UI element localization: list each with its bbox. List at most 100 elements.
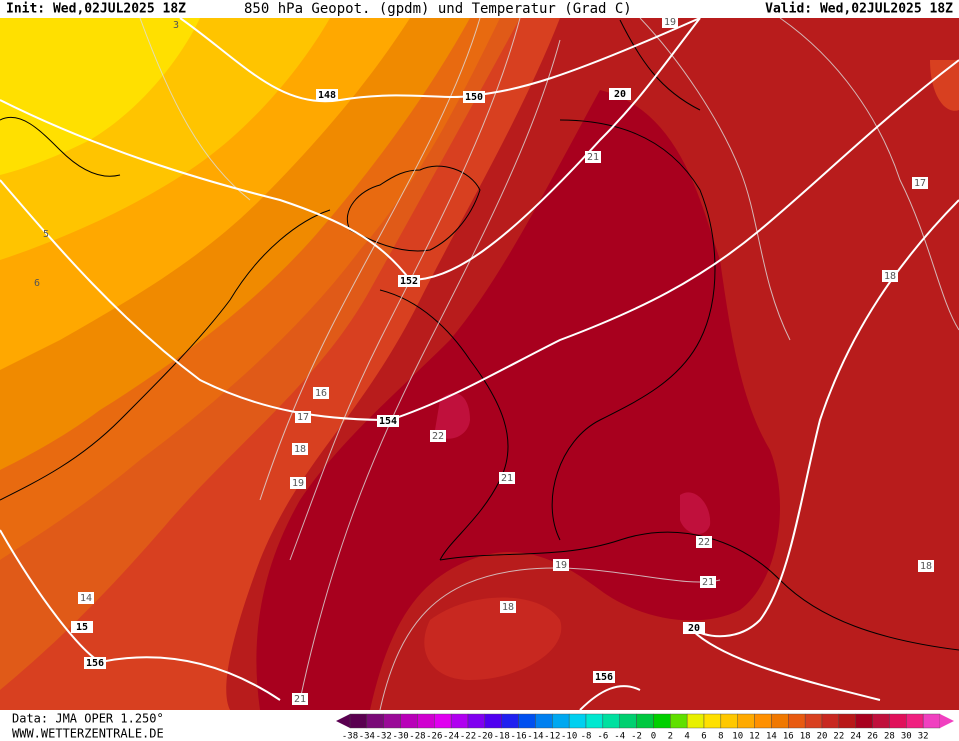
legend-label: 32 [918,732,929,741]
isotherm-label: 21 [702,577,714,588]
legend-swatch [552,713,570,729]
label-box [593,671,615,683]
legend-label: -12 [544,732,560,741]
legend-swatch [636,713,654,729]
legend-label: -8 [581,732,592,741]
data-source: Data: JMA OPER 1.250° [12,712,164,726]
isotherm-label: 17 [297,412,309,423]
legend-swatch [568,713,587,729]
isotherm-label: 19 [664,17,676,28]
label-box [700,576,716,588]
label-box [292,693,308,705]
label-box [313,387,329,399]
color-legend: -38 -34 -32 -30 -28 -26 -24 -22 -20 -18 -16 -14 -12-… [336,713,954,741]
label-box [882,270,898,282]
label-box [918,560,934,572]
legend-label: 18 [800,732,811,741]
label-box [696,536,712,548]
isotherm-label: 21 [587,152,599,163]
label-box [500,601,516,613]
legend-label: 26 [867,732,878,741]
legend-swatch [535,713,553,729]
legend-label: -28 [409,732,425,741]
legend-swatch [922,713,941,729]
isohypse-label: 154 [379,416,397,427]
isotherm-label: 21 [501,473,513,484]
legend-label: 0 [651,732,656,741]
legend-label: 20 [817,732,828,741]
legend-swatch [400,713,418,729]
legend-swatch [889,713,907,729]
isotherm-label: 18 [884,271,896,282]
isotherm-label: 3 [173,20,179,31]
hot-patch [680,492,711,535]
label-box [912,177,928,189]
band-4 [0,18,200,175]
website: WWW.WETTERZENTRALE.DE [12,727,164,741]
legend-swatch [434,713,452,729]
isotherm-label: 5 [43,229,49,240]
legend-swatch [754,713,772,729]
legend-swatch [585,713,604,729]
isohypse-label: 156 [86,658,104,669]
legend-swatch [501,713,519,729]
legend-swatch [686,713,705,729]
hot-patch [435,392,470,439]
isohypse-label: 20 [688,623,700,634]
label-box [78,592,94,604]
init-time: Init: Wed,02JUL2025 18Z [6,2,186,17]
label-box [499,472,515,484]
legend-swatch [467,713,486,729]
isohypse-label: 148 [318,90,336,101]
legend-label: -4 [614,732,625,741]
legend-swatch [366,713,384,729]
legend-label: -38 [342,732,358,741]
isohypse-label: 150 [465,92,483,103]
legend-label: -24 [443,732,459,741]
label-box [316,89,338,101]
cool-patch [424,597,562,680]
legend-swatch [788,713,806,729]
legend-swatch [602,713,620,729]
legend-label: 4 [684,732,689,741]
label-box [683,622,705,634]
legend-label: -18 [494,732,510,741]
legend-swatch [383,713,401,729]
legend-label: 12 [749,732,760,741]
legend-swatch [838,713,856,729]
legend-label: -22 [460,732,476,741]
isotherm-label: 18 [920,561,932,572]
legend-swatch [518,713,536,729]
legend-label: 6 [701,732,706,741]
legend-swatch [855,713,873,729]
isotherm-label: 17 [914,178,926,189]
isohypse-label: 20 [614,89,626,100]
legend-label: 14 [766,732,777,741]
legend-label: -2 [631,732,642,741]
label-box [295,411,311,423]
label-box [292,443,308,455]
label-box [430,430,446,442]
legend-swatch [737,713,755,729]
warm-core [256,90,780,710]
legend-label: -10 [561,732,577,741]
header-bar [0,0,959,18]
legend-label: 10 [732,732,743,741]
legend-label: 2 [668,732,673,741]
valid-time: Valid: Wed,02JUL2025 18Z [765,2,953,17]
coastlines [0,19,959,651]
legend-label: -30 [392,732,408,741]
legend-swatch [670,713,688,729]
isotherm-label: 16 [315,388,327,399]
legend-label: 28 [884,732,895,741]
legend-label: 22 [833,732,844,741]
label-box [84,657,106,669]
isohypse-label: 152 [400,276,418,287]
isotherm-label: 18 [294,444,306,455]
legend-swatch [804,713,823,729]
contour-labels: 148 150 152 154 156 156 20 20 15 3 5 6 14 16 17 18 19 21 2… [34,16,934,705]
isotherm-label: 19 [292,478,304,489]
label-box [553,559,569,571]
legend-swatch [821,713,840,729]
legend-label: -20 [477,732,493,741]
